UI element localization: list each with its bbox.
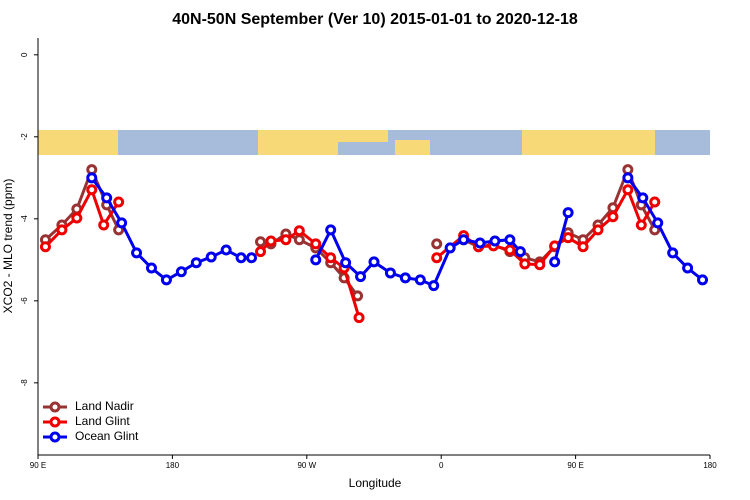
data-point <box>255 236 267 248</box>
data-point <box>71 212 83 224</box>
data-point <box>353 312 365 324</box>
data-point <box>428 280 440 292</box>
data-point <box>86 172 98 184</box>
data-point <box>562 232 574 244</box>
y-tick-label: -2 <box>20 133 29 141</box>
data-point <box>145 262 157 274</box>
data-point <box>549 256 561 268</box>
data-point <box>56 224 68 236</box>
data-point <box>325 224 337 236</box>
data-point <box>444 242 456 254</box>
data-point <box>474 237 486 249</box>
data-point <box>635 219 647 231</box>
x-axis-label: Longitude <box>349 476 402 490</box>
data-point <box>592 224 604 236</box>
x-tick-label: 90 W <box>297 461 316 470</box>
legend-label: Ocean Glint <box>75 429 139 443</box>
data-point <box>98 219 110 231</box>
chart-title: 40N-50N September (Ver 10) 2015-01-01 to… <box>172 11 578 28</box>
data-point <box>431 238 443 250</box>
data-point <box>607 211 619 223</box>
data-point <box>355 271 367 283</box>
land-band <box>522 130 655 155</box>
data-point <box>175 266 187 278</box>
data-point <box>293 225 305 237</box>
legend-marker <box>49 431 61 443</box>
data-point <box>246 252 258 264</box>
data-point <box>101 192 113 204</box>
data-point <box>384 267 396 279</box>
data-point <box>504 244 516 256</box>
land-band <box>338 130 388 142</box>
data-point <box>622 184 634 196</box>
data-point <box>489 235 501 247</box>
data-point <box>667 247 679 259</box>
data-point <box>637 192 649 204</box>
y-axis-label: XCO2 - MLO trend (ppm) <box>1 179 15 314</box>
data-point <box>131 247 143 259</box>
land-band <box>38 130 118 155</box>
data-point <box>399 272 411 284</box>
data-point <box>414 274 426 286</box>
data-point <box>431 252 443 264</box>
data-point <box>325 252 337 264</box>
y-tick-label: -4 <box>20 215 29 223</box>
data-point <box>310 254 322 266</box>
data-point <box>534 259 546 271</box>
legend-label: Land Glint <box>75 414 130 428</box>
x-tick-label: 180 <box>703 461 717 470</box>
map-strip <box>38 130 710 155</box>
land-band <box>258 130 338 155</box>
data-point <box>682 262 694 274</box>
legend-label: Land Nadir <box>75 399 134 413</box>
x-tick-label: 0 <box>439 461 444 470</box>
data-point <box>116 217 128 229</box>
data-point <box>293 234 305 246</box>
data-point <box>113 196 125 208</box>
legend-marker <box>49 401 61 413</box>
data-point <box>190 257 202 269</box>
x-tick-label: 90 E <box>567 461 583 470</box>
y-tick-label: -8 <box>20 379 29 387</box>
data-point <box>649 196 661 208</box>
data-point <box>652 217 664 229</box>
data-point <box>577 241 589 253</box>
legend-marker <box>49 416 61 428</box>
data-point <box>458 234 470 246</box>
data-point <box>205 251 217 263</box>
data-point <box>235 252 247 264</box>
data-point <box>280 234 292 246</box>
data-point <box>514 246 526 258</box>
data-point <box>340 257 352 269</box>
data-point <box>255 246 267 258</box>
land-band <box>395 140 430 155</box>
data-point <box>39 241 51 253</box>
y-tick-label: 0 <box>20 52 29 57</box>
x-tick-label: 90 E <box>30 461 46 470</box>
data-point <box>86 184 98 196</box>
data-point <box>310 238 322 250</box>
data-point <box>622 172 634 184</box>
data-point <box>519 258 531 270</box>
data-point <box>368 256 380 268</box>
data-point <box>265 235 277 247</box>
x-tick-label: 180 <box>166 461 180 470</box>
data-point <box>220 244 232 256</box>
data-point <box>160 274 172 286</box>
data-point <box>562 207 574 219</box>
y-tick-label: -6 <box>20 297 29 305</box>
data-point <box>504 234 516 246</box>
data-point <box>697 274 709 286</box>
